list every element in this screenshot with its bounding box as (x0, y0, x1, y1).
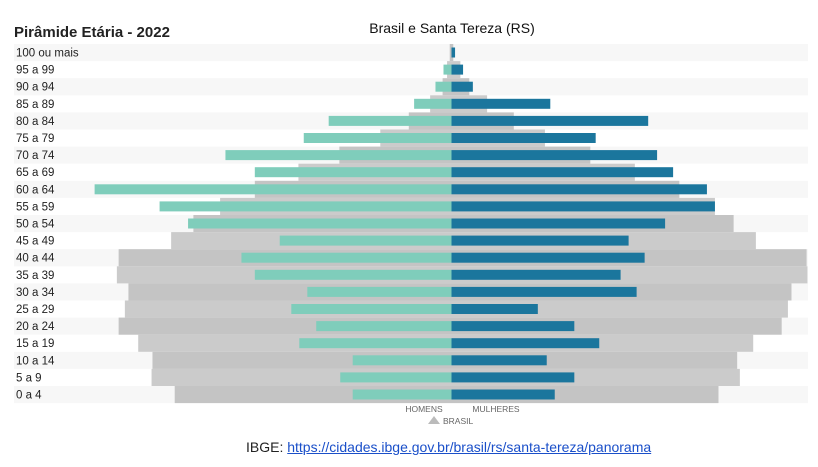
men-bar (188, 218, 452, 229)
women-bar (451, 321, 575, 332)
legend-women: MULHERES (472, 404, 520, 414)
women-bar (451, 235, 629, 246)
triangle-icon (428, 416, 440, 424)
age-label: 25 a 29 (16, 304, 54, 316)
age-label: 10 a 14 (16, 355, 55, 367)
women-bar (451, 98, 551, 109)
legend-brasil: BRASIL (443, 416, 474, 426)
women-bar (451, 252, 645, 263)
women-bar (451, 184, 707, 195)
women-bar (451, 286, 637, 297)
women-bar (451, 133, 596, 143)
men-bar (303, 133, 452, 143)
women-bar (451, 389, 555, 400)
source-prefix: IBGE: (246, 439, 288, 455)
women-bar (451, 218, 666, 229)
men-bar (352, 355, 452, 366)
source-line: IBGE: https://cidades.ibge.gov.br/brasil… (246, 439, 651, 455)
women-bar (451, 81, 473, 92)
men-bar (316, 321, 452, 332)
age-label: 100 ou mais (16, 48, 79, 60)
age-label: 5 a 9 (16, 372, 42, 384)
brasil-men-bar (449, 44, 452, 62)
age-label: 45 a 49 (16, 236, 54, 248)
men-bar (328, 115, 452, 126)
chart-title: Pirâmide Etária - 2022 (14, 24, 170, 41)
men-bar (254, 269, 452, 280)
men-bar (241, 252, 452, 263)
men-bar (307, 286, 452, 297)
age-label: 95 a 99 (16, 65, 54, 77)
age-label: 30 a 34 (16, 287, 55, 299)
age-label: 75 a 79 (16, 133, 54, 145)
age-label: 0 a 4 (16, 390, 42, 402)
age-label: 15 a 19 (16, 338, 54, 350)
source-link[interactable]: https://cidades.ibge.gov.br/brasil/rs/sa… (287, 439, 652, 455)
age-label: 40 a 44 (16, 253, 55, 265)
women-bar (451, 338, 600, 349)
women-bar (451, 150, 658, 161)
women-bar (451, 167, 674, 178)
men-bar (352, 389, 452, 400)
men-bar (279, 235, 452, 246)
chart-subtitle: Brasil e Santa Tereza (RS) (369, 20, 535, 36)
row-stripe (14, 78, 808, 96)
men-bar (291, 304, 452, 314)
men-bar (340, 372, 452, 383)
age-label: 90 a 94 (16, 82, 55, 94)
men-bar (254, 167, 452, 178)
men-bar (435, 81, 452, 92)
women-bar (451, 201, 715, 212)
age-label: 55 a 59 (16, 201, 54, 213)
women-bar (451, 304, 538, 314)
age-label: 50 a 54 (16, 219, 55, 231)
men-bar (159, 201, 452, 212)
women-bar (451, 47, 456, 58)
men-bar (94, 184, 452, 195)
men-bar (414, 98, 452, 109)
men-bar (299, 338, 452, 349)
age-label: 35 a 39 (16, 270, 54, 282)
age-label: 80 a 84 (16, 116, 55, 128)
legend-men: HOMENS (405, 404, 443, 414)
men-bar (443, 64, 452, 75)
women-bar (451, 269, 621, 280)
age-label: 65 a 69 (16, 167, 54, 179)
women-bar (451, 372, 575, 383)
women-bar (451, 355, 547, 366)
age-label: 20 a 24 (16, 321, 55, 333)
women-bar (451, 64, 464, 75)
row-stripe (14, 44, 808, 62)
women-bar (451, 115, 649, 126)
men-bar (225, 150, 452, 161)
age-label: 85 a 89 (16, 99, 54, 111)
age-label: 60 a 64 (16, 184, 55, 196)
age-label: 70 a 74 (16, 150, 55, 162)
